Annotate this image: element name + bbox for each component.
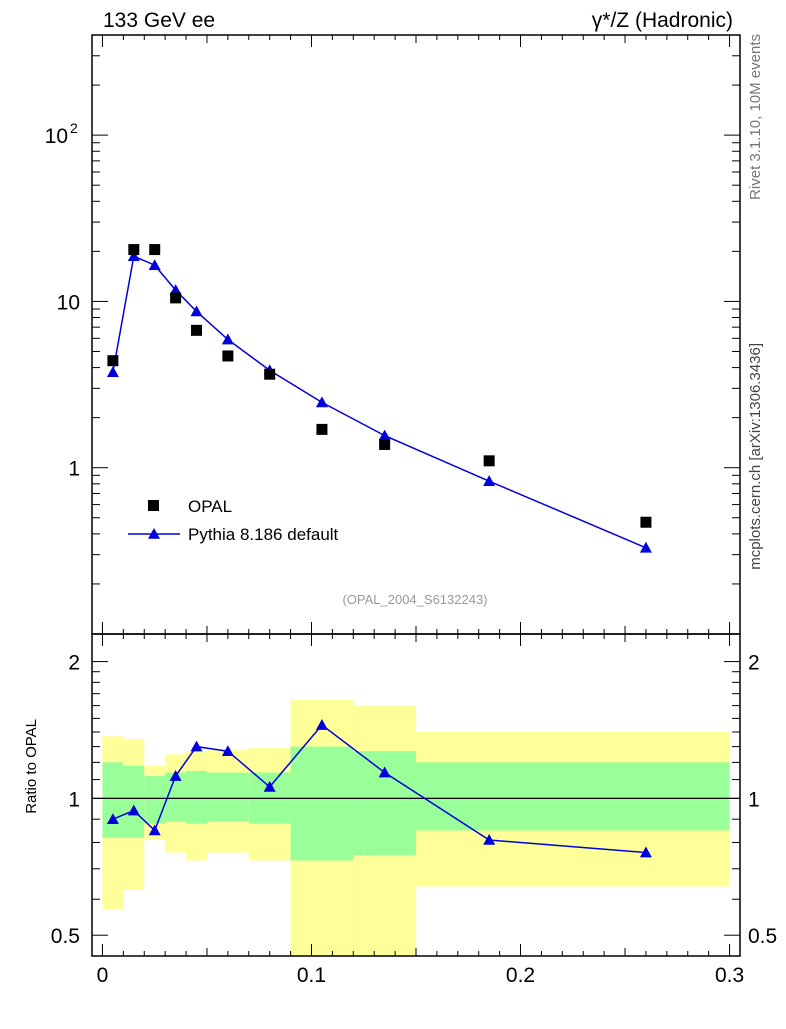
data-point <box>379 438 391 450</box>
ratio-y-tick-label: 1 <box>68 788 80 811</box>
y-tick-label: 10 <box>57 291 80 314</box>
ratio-band-inner <box>102 762 124 838</box>
ratio-point <box>263 780 276 792</box>
ratio-y-axis-label: Ratio to OPAL <box>23 719 40 814</box>
data-point <box>191 324 203 336</box>
ratio-y-tick-label-right: 2 <box>748 652 760 675</box>
x-tick-label: 0.2 <box>506 964 535 987</box>
data-point <box>316 423 328 435</box>
legend-label-mc: Pythia 8.186 default <box>188 525 339 544</box>
y-tick-label: 10 <box>45 125 68 148</box>
ratio-point <box>148 824 161 836</box>
mcplots-label: mcplots.cern.ch [arXiv:1306.3436] <box>747 343 764 570</box>
main-frame <box>91 34 741 635</box>
ratio-y-tick-label: 0.5 <box>51 925 80 948</box>
mc-point <box>221 333 234 345</box>
ratio-band-inner <box>165 772 187 822</box>
ratio-point <box>639 846 652 858</box>
mc-point <box>169 284 182 295</box>
ratio-band-inner <box>123 765 145 838</box>
mc-point <box>378 429 391 441</box>
ratio-y-tick-label-right: 1 <box>748 788 760 811</box>
ratio-point <box>169 770 182 781</box>
data-point <box>128 244 140 256</box>
mc-point <box>106 366 119 378</box>
data-point <box>264 368 276 380</box>
ratio-point <box>315 719 328 730</box>
ratio-y-tick-label: 2 <box>68 652 80 675</box>
ratio-band-inner <box>144 776 166 824</box>
data-point <box>640 516 652 528</box>
mc-point <box>483 475 496 486</box>
watermark-label: (OPAL_2004_S6132243) <box>342 592 487 607</box>
data-point <box>483 455 495 467</box>
legend-marker-opal <box>148 500 159 511</box>
ratio-point <box>221 745 234 757</box>
x-tick-label: 0 <box>97 964 109 987</box>
legend-label-opal: OPAL <box>188 497 232 516</box>
mc-point <box>127 250 140 262</box>
legend-marker-mc <box>148 528 160 539</box>
mc-point <box>190 305 203 317</box>
y-tick-label-exponent: 2 <box>70 120 78 136</box>
ratio-point <box>190 740 203 752</box>
ratio-point <box>483 833 496 845</box>
legend: OPAL Pythia 8.186 default <box>128 497 339 544</box>
ratio-y-tick-label-right: 0.5 <box>748 925 777 948</box>
ratio-point <box>127 804 140 816</box>
ratio-panel: 0 0.1 0.2 0.30.5 0.51 12 2 <box>51 626 777 987</box>
data-point <box>149 244 161 256</box>
mc-point <box>315 396 328 408</box>
ratio-point <box>378 766 391 778</box>
ratio-point <box>106 813 119 824</box>
data-point <box>170 292 182 304</box>
y-tick-label: 1 <box>68 458 80 481</box>
plot-title-left: 133 GeV ee <box>103 9 215 32</box>
plot-title-right: γ*/Z (Hadronic) <box>592 9 733 32</box>
mc-point <box>148 259 161 271</box>
data-point <box>107 355 119 367</box>
ratio-band-inner <box>416 762 730 831</box>
ratio-band-inner <box>206 772 249 822</box>
data-point <box>222 350 234 362</box>
ratio-band-inner <box>290 746 354 861</box>
x-tick-label: 0.1 <box>297 964 326 987</box>
x-tick-label: 0.3 <box>715 964 744 987</box>
ratio-band-inner <box>186 770 207 824</box>
mc-point <box>639 541 652 553</box>
rivet-version-label: Rivet 3.1.10, 10M events <box>747 34 764 200</box>
